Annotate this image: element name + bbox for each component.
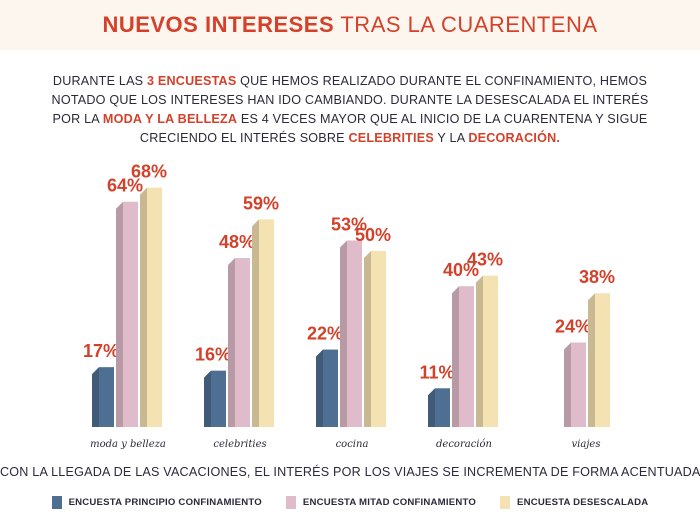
legend: ENCUESTA PRINCIPIO CONFINAMIENTO ENCUEST… bbox=[0, 492, 700, 512]
bar-side-cocina-s1 bbox=[316, 349, 323, 427]
intro-part-1: DURANTE LAS bbox=[52, 74, 147, 88]
legend-label-mitad: ENCUESTA MITAD CONFINAMIENTO bbox=[302, 496, 477, 508]
value-label-moda-y-belleza-s2: 64% bbox=[107, 176, 143, 196]
legend-item-desescalada: ENCUESTA DESESCALADA bbox=[500, 495, 649, 509]
title-rest: TRAS LA CUARENTENA bbox=[334, 12, 598, 37]
intro-highlight-moda: MODA Y LA BELLEZA bbox=[102, 112, 238, 126]
legend-label-desescalada: ENCUESTA DESESCALADA bbox=[517, 496, 649, 508]
intro-part-3: ES 4 VECES MAYOR QUE AL INICIO DE LA CUA… bbox=[139, 112, 648, 145]
bar-side-cocina-s3 bbox=[364, 251, 371, 427]
bar-celebrities-s1 bbox=[211, 370, 226, 427]
bar-celebrities-s3 bbox=[259, 219, 274, 427]
legend-item-principio: ENCUESTA PRINCIPIO CONFINAMIENTO bbox=[51, 495, 262, 509]
bar-decoración-s2 bbox=[459, 286, 474, 427]
header-band bbox=[0, 0, 700, 50]
bar-side-viajes-s3 bbox=[588, 293, 595, 427]
bar-cocina-s2 bbox=[347, 240, 362, 427]
bar-moda-y-belleza-s2 bbox=[123, 201, 138, 427]
intro-highlight-celebrities: CELEBRITIES bbox=[348, 131, 434, 145]
bar-cocina-s3 bbox=[371, 251, 386, 427]
value-label-celebrities-s1: 16% bbox=[195, 345, 231, 365]
category-label-decoración: decoración bbox=[436, 439, 492, 450]
bar-chart: 17% 64%68% moda y belleza 16% 48% 59% celebrit… bbox=[83, 162, 615, 450]
value-label-celebrities-s3: 59% bbox=[243, 193, 279, 213]
bar-side-celebrities-s1 bbox=[204, 370, 211, 427]
bar-side-celebrities-s3 bbox=[252, 219, 259, 427]
legend-swatch-principio bbox=[51, 495, 62, 509]
legend-swatch-mitad bbox=[285, 495, 296, 509]
category-label-moda-y-belleza: moda y belleza bbox=[90, 439, 166, 450]
bar-celebrities-s2 bbox=[235, 258, 250, 427]
value-label-viajes-s3: 38% bbox=[579, 267, 615, 287]
category-label-celebrities: celebrities bbox=[213, 439, 266, 450]
value-label-decoración-s1: 11% bbox=[419, 362, 454, 382]
value-label-viajes-s2: 24% bbox=[555, 317, 591, 337]
bar-moda-y-belleza-s3 bbox=[147, 187, 162, 427]
bar-side-moda-y-belleza-s2 bbox=[116, 201, 123, 427]
intro-part-2: QUE HEMOS REALIZADO DURANTE EL CONFINAMI… bbox=[51, 74, 649, 126]
title-bold: NUEVOS INTERESES bbox=[102, 12, 335, 37]
bar-decoración-s3 bbox=[483, 275, 498, 427]
category-label-viajes: viajes bbox=[572, 439, 601, 450]
intro-part-4: Y LA bbox=[433, 131, 469, 145]
bar-side-decoración-s2 bbox=[452, 286, 459, 427]
bar-viajes-s3 bbox=[595, 293, 610, 427]
value-label-cocina-s1: 22% bbox=[307, 324, 343, 344]
bar-side-moda-y-belleza-s1 bbox=[92, 367, 99, 427]
bar-side-celebrities-s2 bbox=[228, 258, 235, 427]
footer-note: CON LA LLEGADA DE LAS VACACIONES, EL INT… bbox=[0, 465, 700, 479]
bar-side-viajes-s2 bbox=[564, 342, 571, 427]
bar-viajes-s2 bbox=[571, 342, 586, 427]
legend-swatch-desescalada bbox=[500, 495, 511, 509]
value-label-decoración-s2: 40% bbox=[443, 260, 479, 280]
bar-cocina-s1 bbox=[323, 349, 338, 427]
bar-side-decoración-s1 bbox=[428, 388, 435, 427]
bar-decoración-s1 bbox=[435, 388, 450, 427]
value-label-cocina-s2: 53% bbox=[331, 214, 367, 234]
value-label-cocina-s3: 50% bbox=[355, 225, 391, 245]
legend-label-principio: ENCUESTA PRINCIPIO CONFINAMIENTO bbox=[68, 496, 262, 508]
page-title: NUEVOS INTERESES TRAS LA CUARENTENA bbox=[0, 12, 700, 38]
intro-highlight-encuestas: 3 ENCUESTAS bbox=[146, 74, 237, 88]
value-label-decoración-s3: 43% bbox=[467, 250, 503, 270]
intro-text: DURANTE LAS 3 ENCUESTAS QUE HEMOS REALIZ… bbox=[40, 72, 660, 148]
intro-highlight-decoracion: DECORACIÓN. bbox=[468, 131, 561, 145]
legend-item-mitad: ENCUESTA MITAD CONFINAMIENTO bbox=[285, 495, 477, 509]
bar-moda-y-belleza-s1 bbox=[99, 367, 114, 427]
value-label-moda-y-belleza-s3: 68% bbox=[131, 162, 167, 182]
value-label-moda-y-belleza-s1: 17% bbox=[83, 341, 119, 361]
value-label-celebrities-s2: 48% bbox=[219, 232, 255, 252]
bar-side-cocina-s2 bbox=[340, 240, 347, 427]
bar-side-moda-y-belleza-s3 bbox=[140, 187, 147, 427]
category-label-cocina: cocina bbox=[336, 439, 369, 450]
bar-side-decoración-s3 bbox=[476, 275, 483, 427]
